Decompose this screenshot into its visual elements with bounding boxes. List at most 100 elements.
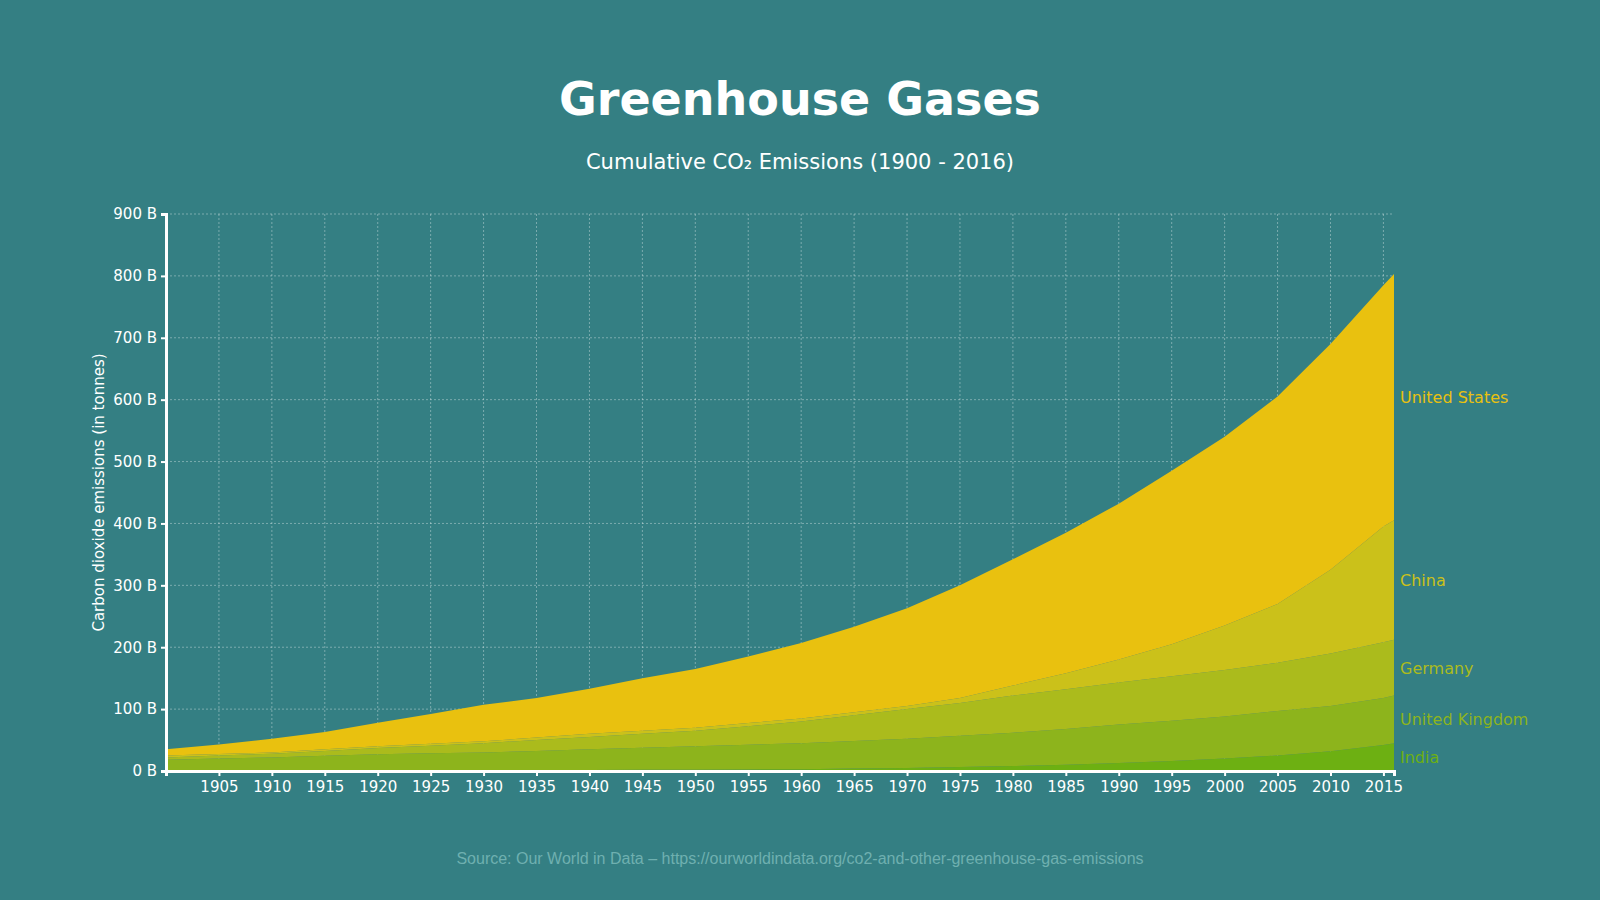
tick: 300 B [113,577,166,595]
x-axis: 1905191019151920192519301935194019451950… [167,771,1404,796]
tick: 1985 [1047,771,1085,796]
tick: 600 B [113,391,166,409]
axis-title: Carbon dioxide emissions (in tonnes) [90,353,108,631]
tick: 2000 [1206,771,1244,796]
tick-label: 400 B [113,515,157,533]
tick-mark [801,771,803,776]
plot-area [166,274,1394,771]
tick-label: 0 B [132,762,157,780]
tick-label: 1940 [571,778,609,796]
tick: 1935 [518,771,556,796]
tick-mark [483,771,485,776]
tick-label: 1950 [677,778,715,796]
tick-mark [1171,771,1173,776]
tick: 2015 [1365,771,1403,796]
legend-label: China [1400,571,1446,590]
tick-mark [748,771,750,776]
title: Greenhouse Gases [559,72,1041,126]
tick: 2005 [1259,771,1297,796]
tick: 1950 [677,771,715,796]
tick-mark [1065,771,1067,776]
tick: 1980 [994,771,1032,796]
tick-label: 1995 [1153,778,1191,796]
tick-label: 1980 [994,778,1032,796]
area [166,274,1394,755]
tick-label: 200 B [113,639,157,657]
tick-label: 1985 [1047,778,1085,796]
grid-line [166,275,1394,276]
tick-label: 300 B [113,577,157,595]
grid-line [166,214,1394,215]
tick-mark [271,771,273,776]
tick-mark [907,771,909,776]
legend-label: India [1400,748,1439,767]
grid [166,214,1394,771]
tick-label: 1910 [253,778,291,796]
legend-label: United Kingdom [1400,710,1528,729]
tick-label: 2010 [1312,778,1350,796]
grid-line [271,214,272,771]
tick: 1920 [359,771,397,796]
tick-label: 1935 [518,778,556,796]
tick-mark [161,337,166,339]
tick-mark [161,214,166,216]
tick: 1995 [1153,771,1191,796]
grid-line [589,214,590,771]
tick-label: 2015 [1365,778,1403,796]
grid-line [483,214,484,771]
grid-line [218,214,219,771]
tick-mark [161,585,166,587]
tick-label: 1945 [624,778,662,796]
grid-line [430,214,431,771]
tick-label: 2005 [1259,778,1297,796]
tick-label: 500 B [113,453,157,471]
tick: 1910 [253,771,291,796]
grid-line [536,214,537,771]
tick-mark [536,771,538,776]
tick-mark [1330,771,1332,776]
axis-line [167,772,1395,777]
tick-mark [1383,771,1385,776]
tick: 1925 [412,771,450,796]
tick-mark [854,771,856,776]
grid-line [166,399,1394,400]
tick: 800 B [113,267,166,285]
tick: 200 B [113,639,166,657]
tick-label: 1970 [888,778,926,796]
tick-label: 1960 [783,778,821,796]
tick-mark [161,461,166,463]
grid-line [324,214,325,771]
tick-mark [324,771,326,776]
tick-mark [695,771,697,776]
grid-line [166,337,1394,338]
y-axis: 0 B 100 B 200 B 300 B 400 B 500 B 600 B 700 B 80… [113,205,166,780]
tick-mark [161,399,166,401]
tick-label: 1925 [412,778,450,796]
tick-label: 1915 [306,778,344,796]
tick-mark [161,275,166,277]
tick-label: 700 B [113,329,157,347]
tick-label: 600 B [113,391,157,409]
tick: 1975 [941,771,979,796]
tick-label: 1965 [836,778,874,796]
tick: 100 B [113,700,166,718]
tick: 1955 [730,771,768,796]
tick: 700 B [113,329,166,347]
tick: 1965 [836,771,874,796]
tick: 500 B [113,453,166,471]
legend-label: United States [1400,388,1508,407]
tick-mark [377,771,379,776]
tick-mark [1012,771,1014,776]
tick: 1970 [888,771,926,796]
tick-mark [218,771,220,776]
tick-mark [161,709,166,711]
subtitle: Cumulative CO₂ Emissions (1900 - 2016) [586,150,1014,174]
tick-mark [1224,771,1226,776]
tick-mark [161,647,166,649]
tick-label: 1955 [730,778,768,796]
tick-mark [430,771,432,776]
tick-mark [642,771,644,776]
tick: 1915 [306,771,344,796]
tick: 900 B [113,205,166,223]
tick: 400 B [113,515,166,533]
